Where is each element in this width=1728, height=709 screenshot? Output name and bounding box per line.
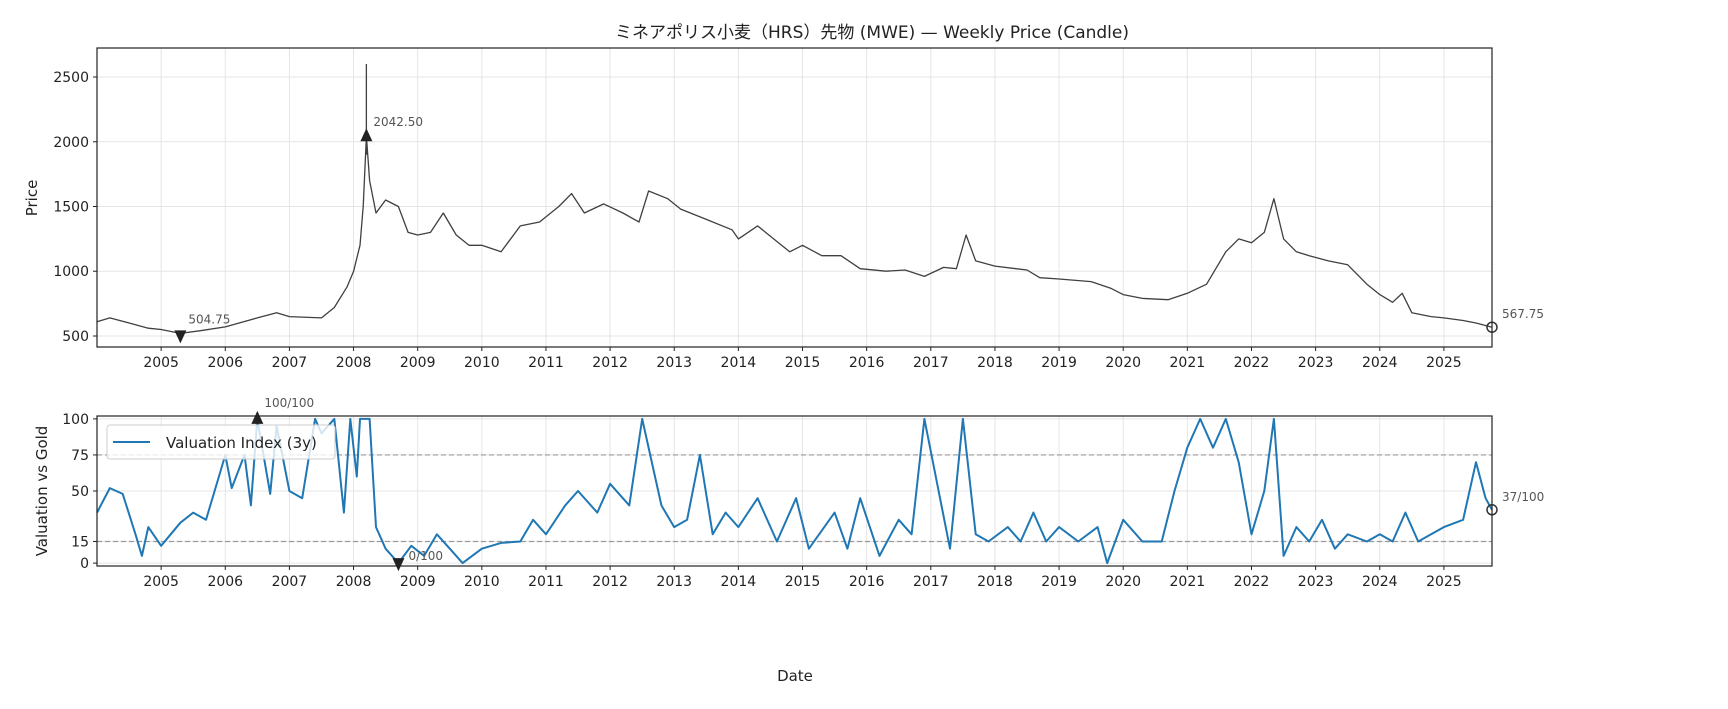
x-tick-label: 2025 — [1426, 355, 1462, 371]
max-annotation: 100/100 — [264, 396, 314, 410]
x-tick-label: 2009 — [400, 574, 436, 590]
max-marker-icon — [360, 128, 373, 142]
y-tick-label: 2500 — [53, 70, 89, 86]
x-tick-label: 2012 — [592, 574, 628, 590]
x-tick-label: 2014 — [721, 355, 757, 371]
x-tick-label: 2005 — [143, 355, 179, 371]
x-tick-label: 2010 — [464, 355, 500, 371]
y-tick-label: 75 — [71, 448, 89, 464]
x-axis-label: Date — [777, 667, 813, 685]
x-tick-label: 2006 — [207, 355, 243, 371]
x-tick-label: 2010 — [464, 574, 500, 590]
y-tick-label: 100 — [62, 412, 89, 428]
x-tick-label: 2009 — [400, 355, 436, 371]
x-tick-label: 2021 — [1170, 574, 1206, 590]
x-tick-label: 2013 — [656, 574, 692, 590]
valuation-series-line — [96, 417, 1493, 565]
y-tick-label: 1500 — [53, 199, 89, 215]
x-tick-label: 2016 — [849, 355, 885, 371]
x-tick-label: 2019 — [1041, 574, 1077, 590]
price-series-line — [96, 135, 1493, 335]
y-tick-label: 1000 — [53, 264, 89, 280]
x-tick-label: 2015 — [785, 574, 821, 590]
x-tick-label: 2012 — [592, 355, 628, 371]
x-tick-label: 2006 — [207, 574, 243, 590]
x-tick-label: 2014 — [721, 574, 757, 590]
x-tick-label: 2008 — [336, 355, 372, 371]
x-tick-label: 2023 — [1298, 574, 1334, 590]
y-tick-label: 0 — [80, 556, 89, 572]
last-annotation: 567.75 — [1502, 307, 1544, 321]
max-marker-icon — [251, 410, 264, 424]
x-tick-label: 2008 — [336, 574, 372, 590]
valuation-panel: 2005 2006 2007 2008 2009 2010 2011 2012 2013 2014… — [62, 396, 1544, 590]
plot-frame — [96, 415, 1493, 567]
valuation-y-label: Valuation vs Gold — [33, 426, 51, 557]
x-tick-label: 2022 — [1234, 574, 1270, 590]
legend-label: Valuation Index (3y) — [166, 434, 317, 452]
x-tick-label: 2020 — [1105, 355, 1141, 371]
x-tick-label: 2023 — [1298, 355, 1334, 371]
x-tick-label: 2013 — [656, 355, 692, 371]
max-annotation: 2042.50 — [373, 115, 423, 129]
x-tick-label: 2025 — [1426, 574, 1462, 590]
min-annotation: 504.75 — [188, 312, 230, 326]
x-tick-label: 2017 — [913, 574, 949, 590]
x-tick-label: 2016 — [849, 574, 885, 590]
price-panel: 2005 2006 2007 2008 2009 2010 2011 2012 2013 2014… — [53, 47, 1544, 371]
min-annotation: 0/100 — [408, 549, 443, 563]
x-tick-label: 2015 — [785, 355, 821, 371]
legend: Valuation Index (3y) — [106, 424, 336, 460]
x-tick-label: 2022 — [1234, 355, 1270, 371]
x-tick-label: 2007 — [272, 355, 308, 371]
x-tick-label: 2007 — [272, 574, 308, 590]
last-annotation: 37/100 — [1502, 490, 1544, 504]
x-tick-label: 2017 — [913, 355, 949, 371]
y-tick-label: 500 — [62, 329, 89, 345]
price-y-label: Price — [23, 180, 41, 217]
legend-box — [106, 424, 336, 460]
plot-frame — [96, 47, 1493, 348]
min-marker-icon — [174, 330, 187, 344]
y-tick-label: 2000 — [53, 135, 89, 151]
x-tick-label: 2020 — [1105, 574, 1141, 590]
min-marker-icon — [392, 558, 405, 572]
x-tick-label: 2024 — [1362, 355, 1398, 371]
x-tick-label: 2018 — [977, 574, 1013, 590]
y-tick-label: 15 — [71, 534, 89, 550]
x-tick-label: 2024 — [1362, 574, 1398, 590]
chart-title: ミネアポリス小麦（HRS）先物 (MWE) — Weekly Price (Ca… — [615, 23, 1129, 43]
y-tick-label: 50 — [71, 484, 89, 500]
x-tick-label: 2005 — [143, 574, 179, 590]
x-tick-label: 2011 — [528, 574, 564, 590]
x-tick-label: 2019 — [1041, 355, 1077, 371]
x-tick-label: 2021 — [1170, 355, 1206, 371]
x-tick-label: 2018 — [977, 355, 1013, 371]
x-tick-label: 2011 — [528, 355, 564, 371]
